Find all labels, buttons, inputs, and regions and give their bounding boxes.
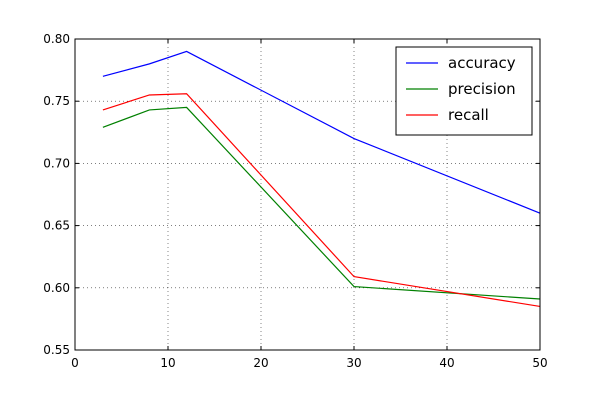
legend-box <box>395 46 533 136</box>
legend-label-recall: recall <box>448 106 489 124</box>
y-tick-label: 0.75 <box>43 94 70 108</box>
x-tick-label: 20 <box>253 356 268 370</box>
series-line-recall <box>102 93 541 308</box>
series-line-precision <box>102 106 541 300</box>
x-tick-label: 10 <box>160 356 175 370</box>
x-tick-label: 30 <box>346 356 361 370</box>
x-tick-label: 0 <box>71 356 79 370</box>
legend-label-accuracy: accuracy <box>448 54 516 72</box>
y-tick-label: 0.65 <box>43 219 70 233</box>
x-tick-label: 40 <box>439 356 454 370</box>
x-tick-label: 50 <box>532 356 547 370</box>
tick-labels: 0 10 20 30 40 50 0.55 0.60 0.65 0.70 0.75 0.80 <box>43 32 547 370</box>
plot-area-frame <box>74 38 541 351</box>
legend: accuracy precision recall <box>395 46 533 136</box>
y-tick-label: 0.80 <box>43 32 70 46</box>
y-tick-label: 0.60 <box>43 281 70 295</box>
series-lines <box>102 50 541 308</box>
series-line-accuracy <box>102 50 541 214</box>
y-tick-label: 0.55 <box>43 343 70 357</box>
legend-label-precision: precision <box>448 80 516 98</box>
y-tick-label: 0.70 <box>43 156 70 170</box>
